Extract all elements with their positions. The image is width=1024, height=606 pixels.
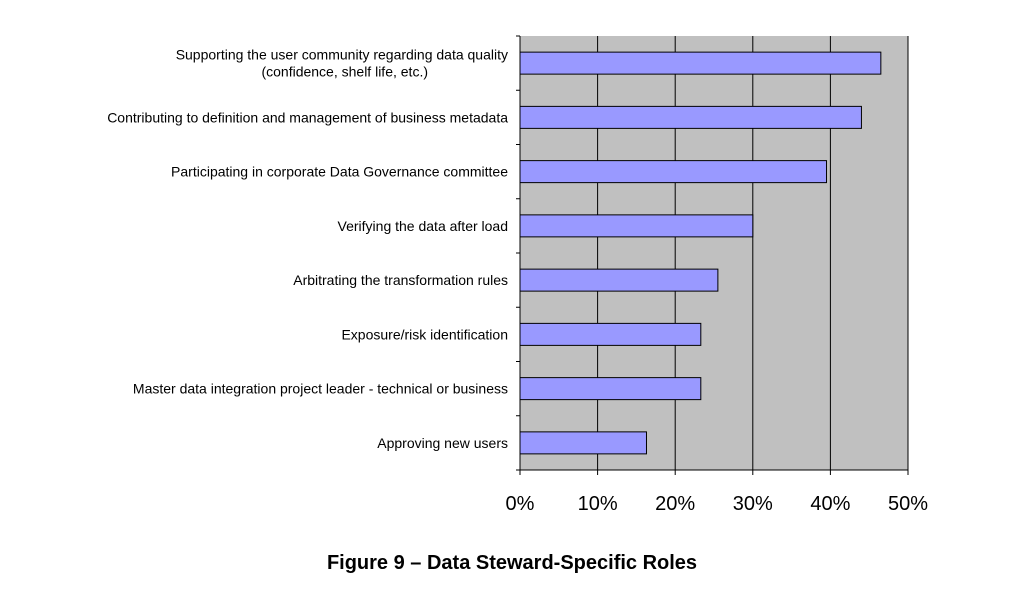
category-label-line: Contributing to definition and managemen… (107, 109, 508, 125)
category-label: Participating in corporate Data Governan… (171, 164, 508, 180)
category-label: Contributing to definition and managemen… (107, 109, 508, 125)
category-label-line: Verifying the data after load (338, 218, 508, 234)
x-tick-label: 50% (888, 493, 928, 515)
category-label: Exposure/risk identification (341, 326, 508, 342)
figure-caption: Figure 9 – Data Steward-Specific Roles (326, 552, 698, 574)
bar-chart: 0% 10% 20% 30% 40% 50% Supporting the user com… (107, 35, 928, 515)
category-label-line: (confidence, shelf life, etc.) (261, 64, 428, 80)
category-label-line: Participating in corporate Data Governan… (171, 164, 508, 180)
x-tick-label: 10% (578, 493, 618, 515)
category-label: Supporting the user community regarding … (176, 47, 508, 80)
bar (519, 377, 702, 401)
category-label: Arbitrating the transformation rules (293, 272, 508, 288)
category-label-line: Arbitrating the transformation rules (293, 272, 508, 288)
category-label: Verifying the data after load (338, 218, 508, 234)
bar (519, 268, 719, 292)
plot-area (520, 36, 908, 470)
category-label-line: Exposure/risk identification (341, 326, 508, 342)
category-label-line: Supporting the user community regarding … (176, 47, 508, 63)
bar (519, 51, 882, 75)
x-tick-label: 0% (506, 493, 535, 515)
x-tick-label: 30% (733, 493, 773, 515)
bar (519, 322, 702, 346)
category-label: Master data integration project leader -… (133, 381, 508, 397)
x-tick-label: 20% (655, 493, 695, 515)
bar (519, 105, 862, 129)
category-label-line: Master data integration project leader -… (133, 381, 508, 397)
bar (519, 160, 828, 184)
category-label-line: Approving new users (377, 435, 508, 451)
bar (519, 214, 754, 238)
bar (519, 431, 647, 455)
category-label: Approving new users (377, 435, 508, 451)
x-tick-label: 40% (810, 493, 850, 515)
